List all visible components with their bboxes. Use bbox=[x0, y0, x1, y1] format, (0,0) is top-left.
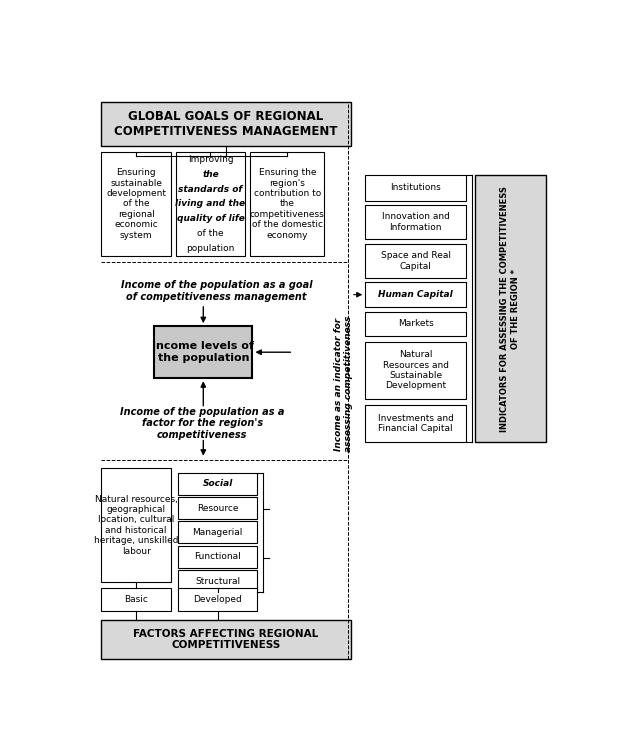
Text: Human Capital: Human Capital bbox=[378, 290, 453, 299]
Text: living and the: living and the bbox=[175, 199, 246, 208]
FancyBboxPatch shape bbox=[102, 620, 351, 659]
FancyBboxPatch shape bbox=[365, 405, 466, 442]
Text: Managerial: Managerial bbox=[193, 528, 243, 537]
FancyBboxPatch shape bbox=[176, 152, 245, 256]
Text: Developed: Developed bbox=[193, 595, 242, 604]
Text: the: the bbox=[202, 170, 219, 179]
FancyBboxPatch shape bbox=[365, 342, 466, 399]
FancyBboxPatch shape bbox=[102, 152, 171, 256]
Text: quality of life: quality of life bbox=[176, 214, 245, 223]
Text: of the: of the bbox=[197, 230, 224, 239]
Text: Basic: Basic bbox=[124, 595, 148, 604]
Text: Space and Real
Capital: Space and Real Capital bbox=[381, 251, 451, 270]
Text: Innovation and
Information: Innovation and Information bbox=[382, 212, 449, 232]
FancyBboxPatch shape bbox=[178, 473, 258, 495]
FancyBboxPatch shape bbox=[250, 152, 324, 256]
FancyBboxPatch shape bbox=[102, 468, 171, 582]
Text: INDICATORS FOR ASSESSING THE COMPETITIVENESS
OF THE REGION *: INDICATORS FOR ASSESSING THE COMPETITIVE… bbox=[500, 186, 520, 432]
FancyBboxPatch shape bbox=[178, 546, 258, 568]
FancyBboxPatch shape bbox=[365, 282, 466, 307]
Text: GLOBAL GOALS OF REGIONAL
COMPETITIVENESS MANAGEMENT: GLOBAL GOALS OF REGIONAL COMPETITIVENESS… bbox=[115, 110, 338, 138]
FancyBboxPatch shape bbox=[475, 175, 545, 442]
Text: Structural: Structural bbox=[195, 577, 240, 586]
Text: Income of the population as a
factor for the region's
competitiveness: Income of the population as a factor for… bbox=[120, 406, 284, 439]
FancyBboxPatch shape bbox=[154, 326, 253, 378]
Text: Institutions: Institutions bbox=[390, 183, 441, 193]
Text: Natural resources,
geographical
location, cultural
and historical
heritage, unsk: Natural resources, geographical location… bbox=[94, 495, 178, 556]
FancyBboxPatch shape bbox=[178, 587, 258, 611]
Text: Income levels of
the population: Income levels of the population bbox=[152, 341, 254, 363]
FancyBboxPatch shape bbox=[365, 175, 466, 201]
Text: Markets: Markets bbox=[397, 319, 433, 328]
FancyBboxPatch shape bbox=[178, 570, 258, 593]
FancyBboxPatch shape bbox=[178, 522, 258, 544]
Text: Natural
Resources and
Sustainable
Development: Natural Resources and Sustainable Develo… bbox=[383, 350, 449, 390]
Text: Ensuring
sustainable
development
of the
regional
economic
system: Ensuring sustainable development of the … bbox=[106, 168, 166, 239]
FancyBboxPatch shape bbox=[365, 244, 466, 278]
Text: Income as an indicator for
assessing competitiveness: Income as an indicator for assessing com… bbox=[334, 316, 353, 452]
FancyBboxPatch shape bbox=[102, 587, 171, 611]
Text: standards of: standards of bbox=[178, 184, 243, 193]
FancyBboxPatch shape bbox=[365, 205, 466, 239]
FancyBboxPatch shape bbox=[178, 497, 258, 519]
FancyBboxPatch shape bbox=[102, 102, 351, 146]
Text: population: population bbox=[186, 245, 235, 254]
Text: Resource: Resource bbox=[197, 504, 238, 513]
Text: Improving: Improving bbox=[188, 155, 233, 164]
Text: Ensuring the
region's
contribution to
the
competitiveness
of the domestic
econom: Ensuring the region's contribution to th… bbox=[250, 168, 324, 239]
Text: Investments and
Financial Capital: Investments and Financial Capital bbox=[378, 414, 454, 433]
Text: Income of the population as a goal
of competitiveness management: Income of the population as a goal of co… bbox=[121, 280, 313, 302]
Text: Social: Social bbox=[202, 479, 233, 488]
FancyBboxPatch shape bbox=[365, 312, 466, 336]
Text: Functional: Functional bbox=[194, 553, 241, 562]
Text: FACTORS AFFECTING REGIONAL
COMPETITIVENESS: FACTORS AFFECTING REGIONAL COMPETITIVENE… bbox=[134, 629, 319, 650]
